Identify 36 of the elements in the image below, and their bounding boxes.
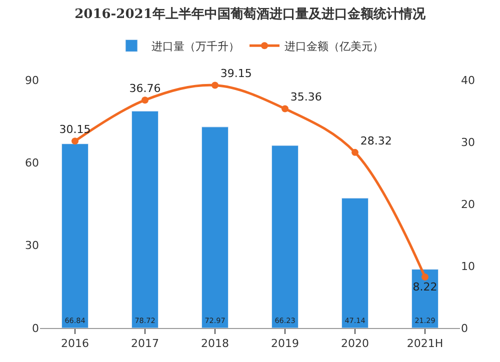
x-tick-label: 2017 [131, 337, 159, 350]
x-tick-label: 2018 [201, 337, 229, 350]
data-label: 35.36 [290, 90, 322, 104]
point [422, 274, 428, 281]
y-tick-label: 90 [25, 74, 39, 87]
data-label: 30.15 [59, 122, 91, 136]
y-tick-label: 0 [32, 322, 39, 335]
y2-tick-label: 0 [461, 322, 468, 335]
legend-label: 进口量（万千升） [152, 40, 240, 53]
bar [131, 110, 159, 328]
chart-title: 2016-2021年上半年中国葡萄酒进口量及进口金额统计情况 [74, 6, 426, 22]
bar [271, 145, 299, 328]
point [142, 96, 148, 104]
bar [341, 198, 369, 328]
y-tick-label: 30 [25, 239, 39, 252]
bar [411, 269, 439, 328]
bar [61, 144, 89, 328]
x-tick-label: 2019 [271, 337, 299, 350]
point [282, 105, 288, 112]
data-label: 28.32 [360, 134, 392, 148]
y2-tick-label: 10 [461, 260, 475, 273]
y-tick-label: 60 [25, 156, 39, 170]
y2-tick-label: 30 [461, 136, 475, 149]
data-label: 36.76 [129, 82, 161, 95]
point [72, 138, 78, 145]
legend-label: 进口金额（亿美元） [284, 40, 384, 53]
x-tick-label: 2020 [341, 337, 369, 350]
x-tick-label: 2016 [61, 337, 89, 350]
data-label: 39.15 [220, 67, 252, 80]
data-label: 8.22 [412, 280, 438, 294]
point [352, 148, 358, 156]
x-tick-label: 2021H [406, 337, 444, 350]
point [212, 82, 218, 89]
bar [201, 126, 229, 328]
y2-tick-label: 20 [461, 198, 475, 211]
y2-tick-label: 40 [461, 74, 475, 87]
